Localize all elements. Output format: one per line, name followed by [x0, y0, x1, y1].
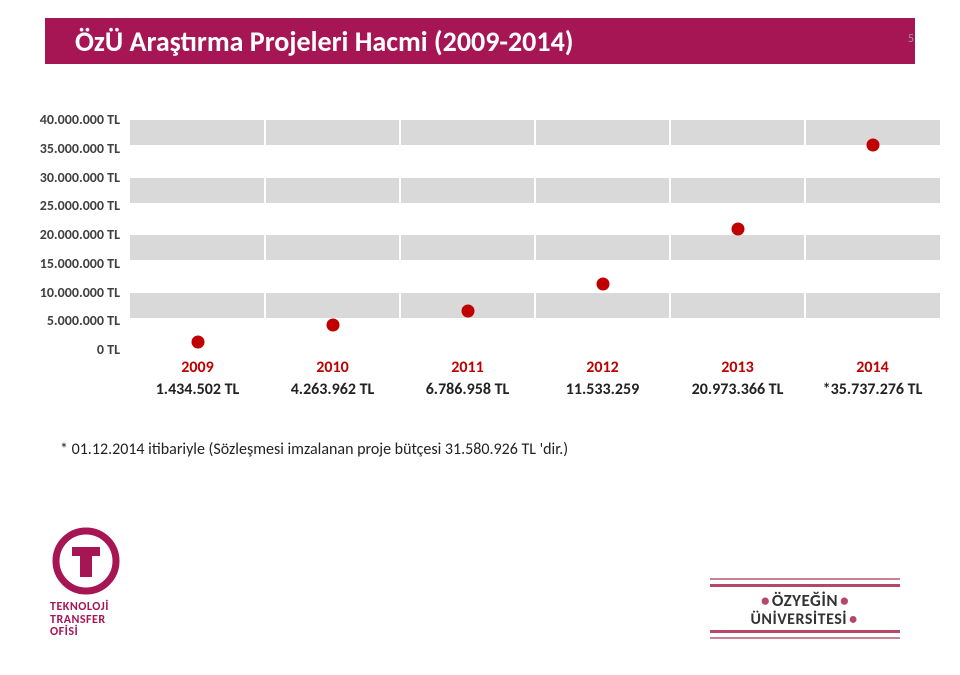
- plot-area: 20091.434.502 TL20104.263.962 TL20116.78…: [130, 120, 940, 350]
- y-tick-label: 20.000.000 TL: [20, 228, 120, 242]
- tto-logo: TEKNOLOJİ TRANSFER OFİSİ: [50, 525, 122, 639]
- data-point: [731, 223, 744, 236]
- data-point: [191, 335, 204, 348]
- x-tick-value: *35.737.276 TL: [793, 380, 953, 399]
- footnote: * 01.12.2014 itibariyle (Sözleşmesi imza…: [60, 440, 568, 459]
- page-number: 5: [908, 32, 914, 46]
- y-tick-label: 35.000.000 TL: [20, 142, 120, 156]
- tto-logo-line1: TEKNOLOJİ: [50, 601, 122, 614]
- column-divider: [669, 120, 671, 350]
- tto-logo-line3: OFİSİ: [50, 626, 122, 639]
- column-divider: [264, 120, 266, 350]
- y-tick-label: 40.000.000 TL: [20, 113, 120, 127]
- x-tick-year: 2014: [813, 358, 933, 377]
- y-tick-label: 0 TL: [20, 343, 120, 357]
- chart: 40.000.000 TL35.000.000 TL30.000.000 TL2…: [20, 120, 940, 410]
- y-tick-label: 5.000.000 TL: [20, 314, 120, 328]
- ozyegin-logo-word1: ÖZYEĞİN: [772, 590, 838, 611]
- x-tick-year: 2010: [273, 358, 393, 377]
- y-tick-label: 15.000.000 TL: [20, 257, 120, 271]
- x-tick-year: 2013: [678, 358, 798, 377]
- slide-title: ÖzÜ Araştırma Projeleri Hacmi (2009-2014…: [75, 24, 573, 59]
- ozyegin-logo: ÖZYEĞİN ÜNİVERSİTESİ: [710, 578, 900, 639]
- y-tick-label: 25.000.000 TL: [20, 199, 120, 213]
- y-tick-label: 30.000.000 TL: [20, 171, 120, 185]
- x-tick-year: 2011: [408, 358, 528, 377]
- column-divider: [534, 120, 536, 350]
- data-point: [461, 304, 474, 317]
- data-point: [866, 138, 879, 151]
- data-point: [596, 277, 609, 290]
- x-tick-year: 2012: [543, 358, 663, 377]
- data-point: [326, 319, 339, 332]
- column-divider: [399, 120, 401, 350]
- column-divider: [804, 120, 806, 350]
- title-bar: ÖzÜ Araştırma Projeleri Hacmi (2009-2014…: [45, 18, 915, 64]
- x-tick-year: 2009: [138, 358, 258, 377]
- ozyegin-logo-word2: ÜNİVERSİTESİ: [750, 610, 847, 629]
- y-tick-label: 10.000.000 TL: [20, 286, 120, 300]
